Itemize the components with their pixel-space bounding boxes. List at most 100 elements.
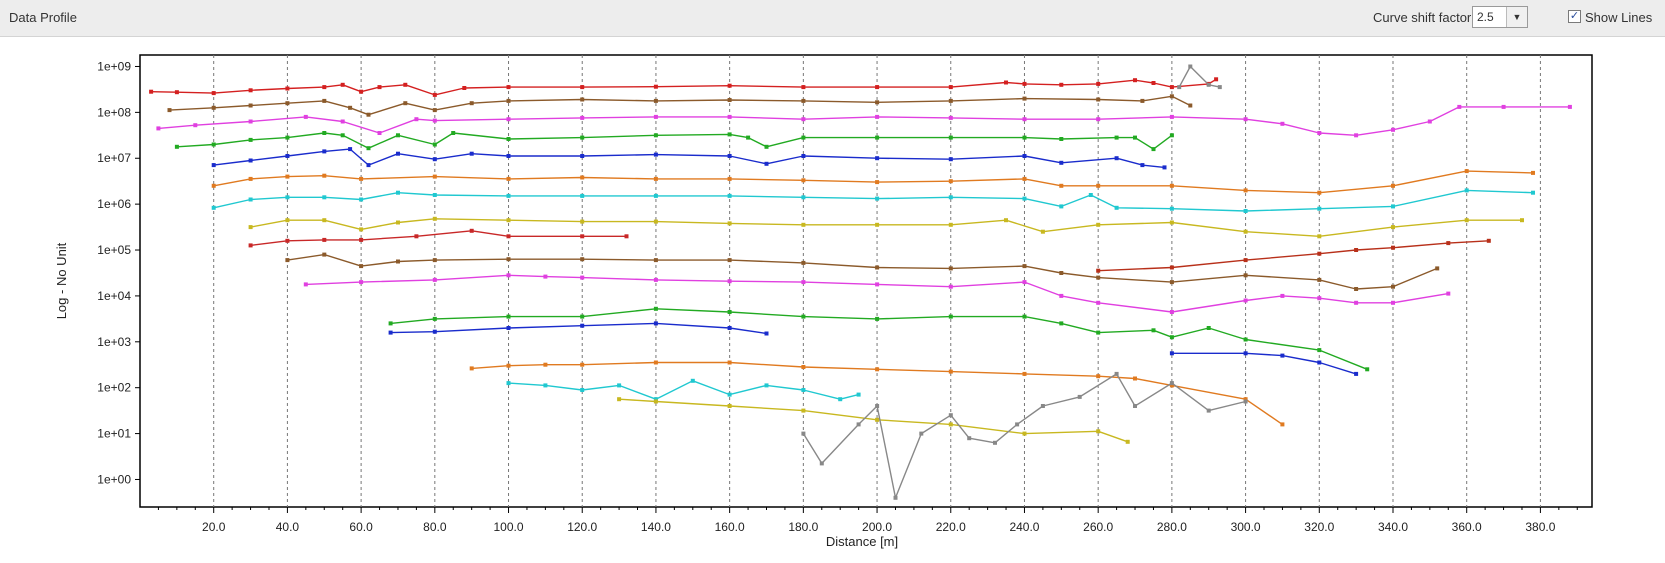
data-point (149, 89, 154, 94)
data-point (303, 114, 308, 119)
data-point (414, 234, 419, 239)
chevron-down-icon[interactable]: ▼ (1506, 7, 1527, 27)
data-point (690, 378, 695, 383)
data-point (322, 237, 327, 242)
data-point (1133, 376, 1137, 381)
data-point (967, 436, 972, 441)
data-point (322, 218, 327, 223)
data-point (1317, 190, 1322, 195)
data-point (948, 413, 953, 418)
series-line (250, 218, 1522, 238)
data-point (1022, 264, 1027, 269)
data-point (396, 190, 400, 195)
data-point (1151, 81, 1156, 85)
show-lines-label[interactable]: Show Lines (1585, 10, 1653, 25)
data-point (1391, 204, 1395, 209)
data-point (764, 161, 769, 166)
data-point (1140, 98, 1145, 103)
data-point (727, 360, 732, 365)
data-point (875, 367, 880, 372)
data-point (1169, 381, 1174, 386)
series-17 (617, 397, 1130, 444)
data-point (193, 123, 198, 128)
data-point (764, 383, 769, 388)
data-point (451, 131, 456, 135)
data-point (580, 314, 585, 319)
data-point (1317, 348, 1322, 353)
y-tick-label: 1e+04 (97, 289, 131, 303)
data-point (1391, 284, 1395, 289)
x-tick-label: 280.0 (1157, 520, 1187, 534)
data-point (322, 85, 327, 90)
data-point (1457, 104, 1462, 109)
show-lines-checkbox[interactable]: ✓ (1568, 10, 1581, 23)
data-point (948, 157, 953, 162)
data-point (167, 108, 172, 113)
data-point (653, 176, 658, 181)
data-point (819, 461, 824, 466)
data-point (285, 154, 290, 158)
series-2 (156, 104, 1572, 138)
data-point (727, 279, 732, 284)
data-point (174, 90, 179, 95)
data-point (1059, 293, 1064, 298)
data-point (948, 284, 953, 289)
data-point (1169, 310, 1174, 314)
data-point (580, 193, 585, 198)
data-point (801, 98, 806, 103)
series-1 (167, 94, 1193, 117)
series-4 (211, 147, 1167, 170)
x-tick-label: 120.0 (567, 520, 597, 534)
data-point (1317, 131, 1322, 135)
data-point (1391, 225, 1395, 230)
data-point (248, 103, 253, 108)
data-point (359, 264, 364, 269)
data-point (1354, 371, 1359, 376)
data-point (506, 273, 511, 278)
series-15 (469, 360, 1285, 427)
data-point (1280, 353, 1285, 358)
data-point (248, 158, 253, 163)
data-point (838, 397, 843, 402)
data-point (1169, 85, 1174, 90)
data-point (506, 314, 511, 319)
data-point (856, 422, 861, 427)
x-axis-label: Distance [m] (826, 534, 898, 549)
data-point (506, 137, 511, 141)
series-line (169, 95, 1191, 116)
series-3 (174, 131, 1174, 152)
data-point (1188, 64, 1193, 69)
data-point (801, 85, 806, 90)
data-point (1206, 326, 1211, 330)
series-line (390, 308, 1368, 370)
y-tick-label: 1e+01 (97, 427, 131, 441)
data-point (875, 114, 880, 119)
data-point (348, 105, 353, 110)
data-point (469, 366, 474, 371)
data-point (1059, 204, 1064, 209)
data-point (801, 222, 806, 227)
data-point (727, 154, 732, 158)
y-tick-label: 1e+00 (97, 472, 131, 486)
curve-shift-select[interactable]: 2.5 ▼ (1472, 6, 1528, 28)
x-tick-label: 60.0 (349, 520, 373, 534)
series-13 (388, 321, 769, 336)
data-point (653, 98, 658, 103)
data-point (1059, 82, 1064, 87)
data-point (948, 195, 953, 200)
data-point (580, 219, 585, 224)
data-point (211, 105, 216, 110)
data-point (285, 135, 290, 140)
data-point (1022, 117, 1027, 122)
data-point (248, 197, 253, 202)
x-tick-label: 160.0 (715, 520, 745, 534)
data-point (948, 135, 953, 140)
plot-area (139, 54, 1593, 508)
data-point (875, 135, 880, 140)
data-point (580, 323, 585, 328)
data-point (506, 117, 511, 122)
data-point (248, 225, 253, 230)
data-point (801, 280, 806, 285)
data-point (1280, 422, 1285, 427)
y-tick-label: 1e+07 (97, 151, 131, 165)
